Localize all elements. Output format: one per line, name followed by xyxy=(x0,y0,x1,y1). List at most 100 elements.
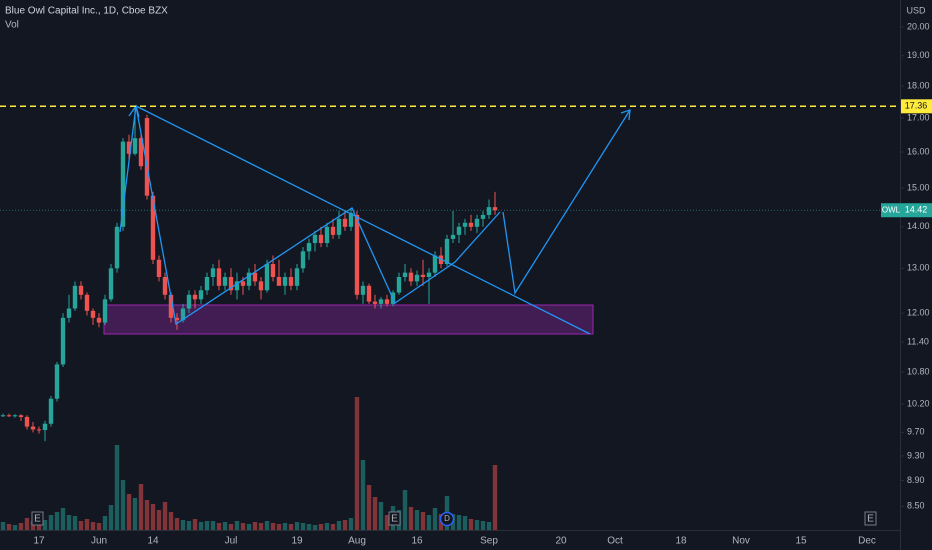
volume-bar xyxy=(48,515,54,530)
candle-body xyxy=(462,222,468,227)
volume-bar xyxy=(156,510,162,530)
volume-bar xyxy=(342,520,348,530)
candle-body xyxy=(198,290,204,300)
y-tick-label: 11.40 xyxy=(907,336,929,346)
candle-body xyxy=(486,207,492,215)
x-tick-label: 18 xyxy=(675,536,687,547)
candle-body xyxy=(132,138,138,154)
y-tick-label: 15.00 xyxy=(907,183,930,193)
candle-body xyxy=(180,308,186,321)
x-tick-label: Dec xyxy=(858,536,876,547)
last-price-label: 14.42 xyxy=(905,205,928,215)
candle-body xyxy=(432,255,438,273)
candle-body xyxy=(276,276,282,286)
candle-body xyxy=(222,276,228,286)
projection-arrowhead xyxy=(620,109,631,121)
volume-layer xyxy=(0,397,498,530)
volume-bar xyxy=(294,522,300,530)
volume-bar xyxy=(252,522,258,530)
volume-bar xyxy=(378,502,384,530)
candle-body xyxy=(324,226,330,244)
y-tick-label: 10.20 xyxy=(907,399,930,409)
candle-body xyxy=(300,251,306,269)
volume-bar xyxy=(96,523,102,530)
candle-body xyxy=(186,294,192,309)
volume-bar xyxy=(222,522,228,530)
events: E E D E xyxy=(31,511,877,527)
x-tick-label: 17 xyxy=(33,536,45,547)
volume-bar xyxy=(72,516,78,530)
volume-bar xyxy=(300,523,306,530)
x-tick-label: Aug xyxy=(348,536,366,547)
volume-bar xyxy=(234,521,240,530)
x-tick-label: Jul xyxy=(225,536,238,547)
candle-body xyxy=(330,226,336,235)
volume-bar xyxy=(42,520,48,530)
x-tick-label: Sep xyxy=(480,536,498,547)
candle-body xyxy=(24,416,30,427)
volume-bar xyxy=(420,512,426,530)
volume-bar xyxy=(246,524,252,530)
volume-bar xyxy=(240,523,246,530)
candle-body xyxy=(30,426,36,430)
event-label: E xyxy=(391,514,398,525)
candle-body xyxy=(48,398,54,424)
candle-body xyxy=(120,141,126,227)
y-tick-label: 8.50 xyxy=(907,501,925,511)
candle-body xyxy=(420,274,426,277)
volume-bar xyxy=(138,484,144,530)
volume-bar xyxy=(228,524,234,530)
y-tick-label: 9.30 xyxy=(907,450,925,460)
candle-body xyxy=(6,415,12,417)
candle-body xyxy=(414,274,420,282)
volume-bar xyxy=(78,521,84,530)
candle-body xyxy=(456,226,462,235)
volume-bar xyxy=(186,521,192,530)
volume-bar xyxy=(126,494,132,530)
volume-bar xyxy=(216,523,222,530)
volume-bar xyxy=(306,524,312,530)
volume-bar xyxy=(480,521,486,530)
candle-body xyxy=(270,264,276,277)
x-tick-label: Jun xyxy=(91,536,107,547)
y-tick-label: 14.00 xyxy=(907,221,930,231)
volume-bar xyxy=(336,521,342,530)
volume-bar xyxy=(324,523,330,530)
candle-body xyxy=(66,308,72,318)
volume-bar xyxy=(312,525,318,530)
x-tick-label: 19 xyxy=(291,536,303,547)
candle-body xyxy=(306,243,312,252)
volume-bar xyxy=(60,508,66,530)
volume-bar xyxy=(258,523,264,530)
candle-body xyxy=(42,423,48,431)
candle-body xyxy=(84,294,90,311)
candle-body xyxy=(150,195,156,260)
volume-bar xyxy=(360,460,366,530)
y-tick-label: 10.80 xyxy=(907,367,930,377)
volume-bar xyxy=(102,516,108,530)
projection-line xyxy=(502,109,631,295)
candle-body xyxy=(216,268,222,286)
volume-bar xyxy=(198,522,204,530)
candle-body xyxy=(474,218,480,227)
volume-bar xyxy=(132,498,138,530)
candle-body xyxy=(264,264,270,291)
volume-bar xyxy=(456,515,462,530)
volume-bar xyxy=(6,524,12,530)
y-tick-label: 17.00 xyxy=(907,112,930,122)
candle-body xyxy=(240,281,246,286)
x-tick-label: 16 xyxy=(411,536,423,547)
volume-bar xyxy=(84,519,90,530)
candle-body xyxy=(102,299,108,323)
candle-body xyxy=(204,276,210,291)
alert-label-box xyxy=(901,99,932,114)
volume-bar xyxy=(0,522,6,530)
candle-body xyxy=(336,218,342,235)
y-tick-label: 12.00 xyxy=(907,308,930,318)
candle-body xyxy=(252,272,258,282)
candle-body xyxy=(246,272,252,286)
candle-body xyxy=(138,138,144,167)
volume-bar xyxy=(264,521,270,530)
candle-body xyxy=(192,294,198,300)
volume-bar xyxy=(486,522,492,530)
